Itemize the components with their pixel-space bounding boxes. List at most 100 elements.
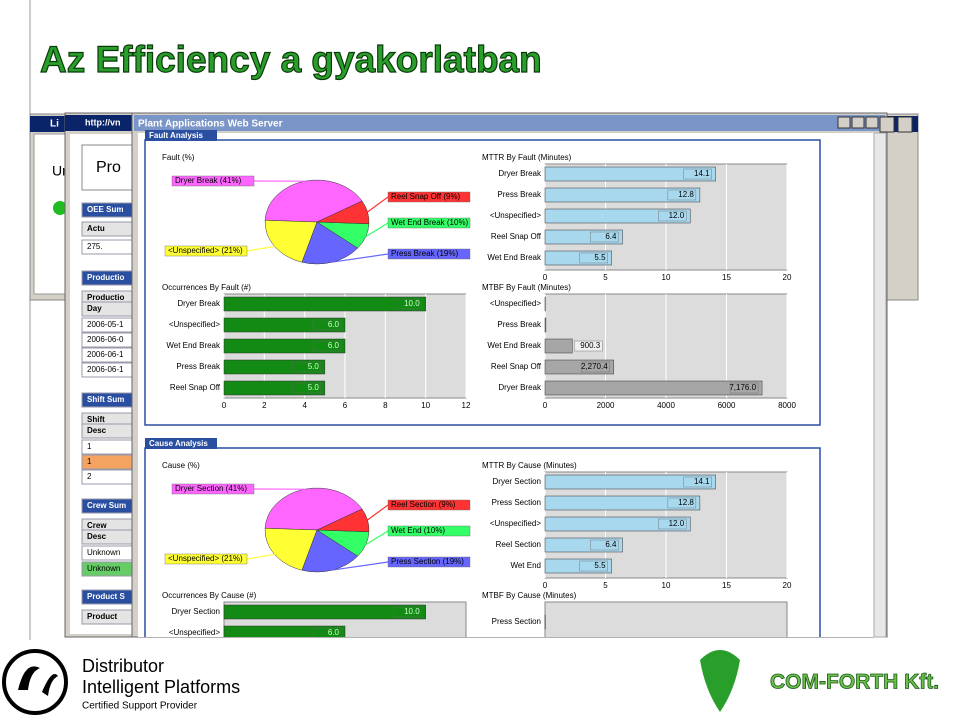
value-label: 12.0: [669, 211, 685, 220]
value-label: 12.0: [669, 519, 685, 528]
footer-line: Distributor: [82, 656, 164, 676]
category-label: Reel Snap Off: [491, 232, 542, 241]
value-label: 5.0: [308, 362, 320, 371]
chart-title: Occurrences By Fault (#): [162, 283, 251, 292]
cell-text: Product: [87, 612, 118, 621]
x-tick-label: 15: [722, 581, 731, 590]
chart-title: MTBF By Cause (Minutes): [482, 591, 577, 600]
category-label: Press Break: [176, 362, 221, 371]
cell-text: Actu: [87, 224, 105, 233]
slide-title: Az Efficiency a gyakorlatban: [40, 39, 542, 80]
slice-label: Reel Snap Off (9%): [391, 192, 461, 201]
cell-text: 2006-05-1: [87, 320, 124, 329]
chart-title: Fault (%): [162, 153, 195, 162]
x-tick-label: 15: [722, 273, 731, 282]
close[interactable]: [866, 117, 878, 128]
slice-label: Dryer Break (41%): [175, 176, 242, 185]
value-label: 6.0: [328, 341, 340, 350]
value-label: 12.8: [678, 190, 694, 199]
x-tick-label: 10: [662, 581, 671, 590]
chart-title: MTTR By Cause (Minutes): [482, 461, 577, 470]
category-label: <Unspecified>: [490, 299, 541, 308]
front-title: Plant Applications Web Server: [138, 119, 283, 130]
chart-title: Cause (%): [162, 461, 200, 470]
chart-title: MTTR By Fault (Minutes): [482, 153, 572, 162]
slice-label: <Unspecified> (21%): [168, 554, 243, 563]
cell-text: Desc: [87, 426, 107, 435]
x-tick-label: 2: [262, 401, 267, 410]
slice-label: Press Break (19%): [391, 249, 458, 258]
x-tick-label: 20: [783, 273, 792, 282]
slice-label: Wet End Break (10%): [391, 218, 469, 227]
chart-title: MTBF By Fault (Minutes): [482, 283, 571, 292]
header-box-text: Pro: [96, 159, 121, 176]
bar: [545, 339, 572, 353]
x-tick-label: 10: [662, 273, 671, 282]
slice-label: Reel Section (9%): [391, 500, 456, 509]
panel-title: Shift Sum: [87, 395, 124, 404]
value-label: 6.0: [328, 628, 340, 637]
company-name: COM-FORTH Kft.: [770, 671, 939, 694]
minimize[interactable]: [838, 117, 850, 128]
value-label: 6.4: [605, 232, 617, 241]
x-tick-label: 4000: [657, 401, 675, 410]
x-tick-label: 0: [222, 401, 227, 410]
panel-title: OEE Sum: [87, 205, 123, 214]
value-label: 5.5: [594, 561, 606, 570]
cell-text: Productio: [87, 293, 124, 302]
category-label: Dryer Section: [493, 477, 541, 486]
x-tick-label: 2000: [597, 401, 615, 410]
x-tick-label: 6000: [718, 401, 736, 410]
cell-text: 2006-06-1: [87, 350, 124, 359]
slice-label: Wet End (10%): [391, 526, 445, 535]
cell-text: 1: [87, 442, 92, 451]
x-tick-label: 0: [543, 581, 548, 590]
x-tick-label: 5: [603, 581, 608, 590]
x-tick-label: 8000: [778, 401, 796, 410]
value-label: 10.0: [404, 607, 420, 616]
cell-text: 275.: [87, 242, 103, 251]
category-label: <Unspecified>: [490, 519, 541, 528]
cell-text: Unknown: [87, 548, 120, 557]
category-label: Reel Section: [496, 540, 541, 549]
section-title: Cause Analysis: [149, 439, 208, 448]
maximize[interactable]: [852, 117, 864, 128]
slice-label: Dryer Section (41%): [175, 484, 247, 493]
cell-text: 2006-06-1: [87, 365, 124, 374]
cell-text: Day: [87, 304, 102, 313]
category-label: Press Section: [492, 617, 541, 626]
value-label: 6.4: [605, 540, 617, 549]
logo-ring: [4, 651, 66, 713]
back-close[interactable]: [880, 117, 894, 132]
value-label: 6.0: [328, 320, 340, 329]
panel-title: Crew Sum: [87, 501, 126, 510]
x-tick-label: 10: [421, 401, 430, 410]
plot-area: [545, 602, 787, 706]
category-label: Reel Snap Off: [491, 362, 542, 371]
category-label: Dryer Break: [177, 299, 221, 308]
category-label: Wet End: [510, 561, 541, 570]
category-label: <Unspecified>: [490, 211, 541, 220]
value-label: 10.0: [404, 299, 420, 308]
x-tick-label: 12: [462, 401, 471, 410]
value-label: 12.8: [678, 498, 694, 507]
back-close-2[interactable]: [898, 117, 912, 132]
front-scrollbar[interactable]: [874, 133, 886, 637]
bar: [545, 318, 546, 332]
x-tick-label: 0: [543, 273, 548, 282]
cell-text: 2: [87, 472, 92, 481]
footer-line: Certified Support Provider: [82, 701, 198, 712]
cell-text: 1: [87, 457, 92, 466]
value-label: 5.5: [594, 253, 606, 262]
category-label: Wet End Break: [487, 341, 542, 350]
category-label: <Unspecified>: [169, 320, 220, 329]
cell-text: Unknown: [87, 564, 120, 573]
x-tick-label: 20: [783, 581, 792, 590]
slice-label: Press Section (19%): [391, 557, 464, 566]
category-label: Press Break: [497, 320, 542, 329]
x-tick-label: 6: [343, 401, 348, 410]
panel-title: Productio: [87, 273, 124, 282]
value-label: 900.3: [580, 341, 601, 350]
category-label: Dryer Break: [498, 383, 542, 392]
